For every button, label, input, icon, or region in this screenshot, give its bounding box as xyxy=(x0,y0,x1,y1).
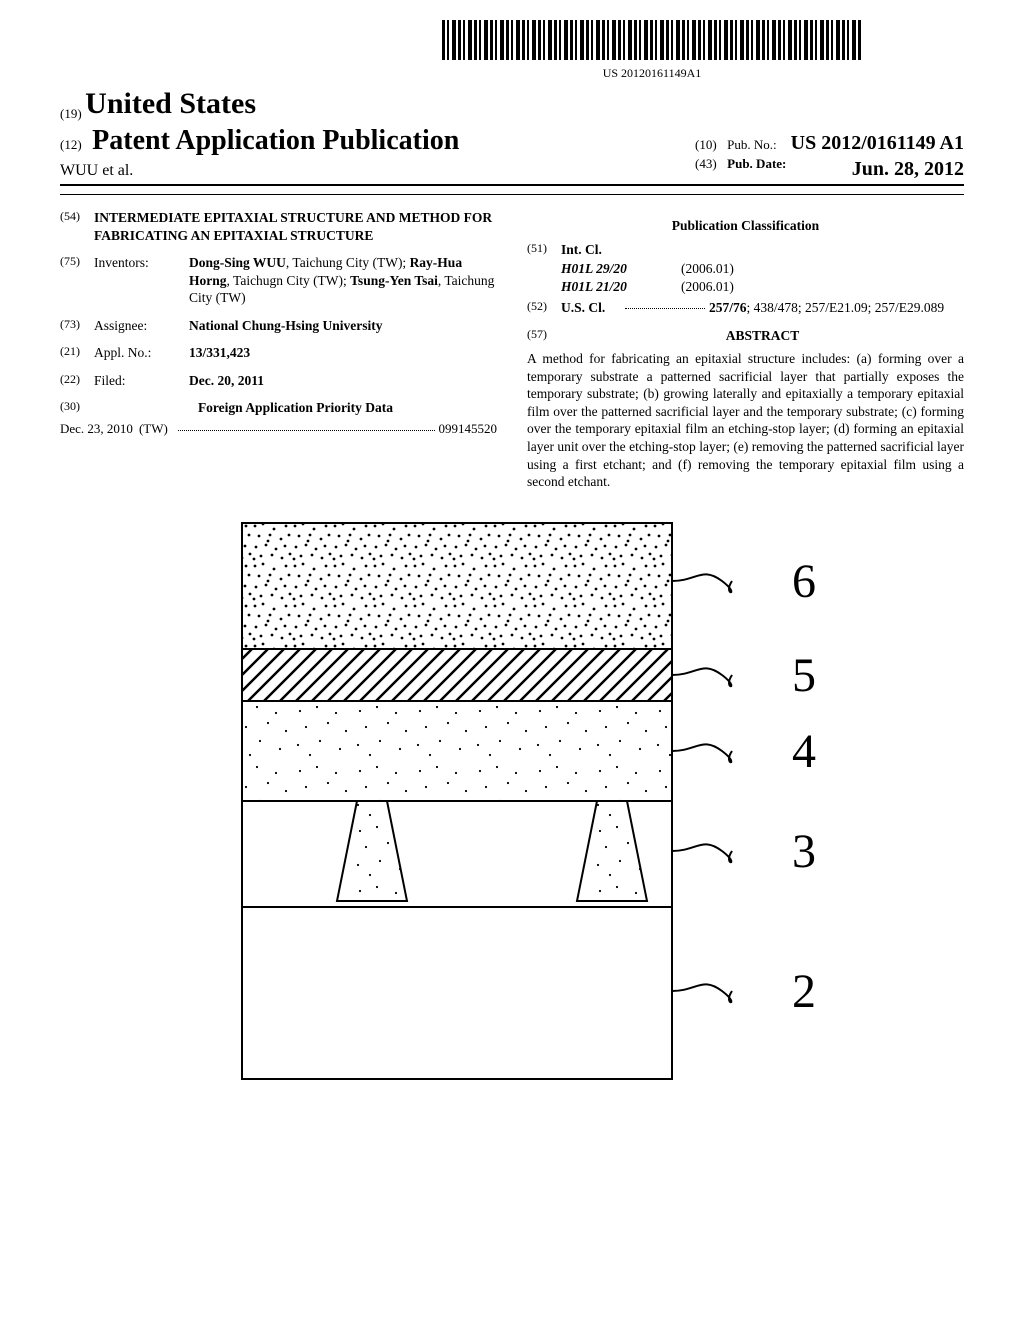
assignee-value: National Chung-Hsing University xyxy=(189,317,497,335)
svg-text:6: 6 xyxy=(792,555,816,608)
country-code: (19) xyxy=(60,106,82,123)
figure-svg: 2 3 4 5 6 xyxy=(172,521,852,1081)
inventors-list: Dong-Sing WUU, Taichung City (TW); Ray-H… xyxy=(189,254,497,307)
inventors-label: Inventors: xyxy=(94,254,189,307)
pubdate-label: Pub. Date: xyxy=(727,156,786,171)
abstract-code: (57) xyxy=(527,327,561,345)
uscl-value: 257/76; 438/478; 257/E21.09; 257/E29.089 xyxy=(709,299,944,317)
filed-value: Dec. 20, 2011 xyxy=(189,372,497,390)
inventors-code: (75) xyxy=(60,254,94,307)
classification-head: Publication Classification xyxy=(527,217,964,235)
pubdate-code: (43) xyxy=(695,156,717,171)
intcl-entry-year: (2006.01) xyxy=(681,278,734,296)
country-header: (19) United States xyxy=(60,84,964,123)
foreign-code: (30) xyxy=(60,399,94,417)
foreign-num: 099145520 xyxy=(439,421,498,438)
authors-line: WUU et al. xyxy=(60,161,459,182)
pub-type: Patent Application Publication xyxy=(92,125,459,156)
uscl-code: (52) xyxy=(527,299,561,317)
svg-text:5: 5 xyxy=(792,649,816,702)
applno-value: 13/331,423 xyxy=(189,344,497,362)
invention-title: INTERMEDIATE EPITAXIAL STRUCTURE AND MET… xyxy=(94,209,497,244)
applno-code: (21) xyxy=(60,344,94,362)
assignee-label: Assignee: xyxy=(94,317,189,335)
foreign-country: (TW) xyxy=(139,421,168,438)
pubno-code: (10) xyxy=(695,137,717,152)
svg-text:4: 4 xyxy=(792,725,816,778)
uscl-label: U.S. Cl. xyxy=(561,299,621,317)
intcl-entry-code: H01L 29/20 xyxy=(561,260,681,278)
pub-type-code: (12) xyxy=(60,137,82,152)
barcode-text: US 20120161149A1 xyxy=(340,66,964,82)
pubno: US 2012/0161149 A1 xyxy=(791,132,964,154)
figure: 2 3 4 5 6 xyxy=(60,521,964,1087)
foreign-date: Dec. 23, 2010 xyxy=(60,421,133,438)
foreign-priority-row: Dec. 23, 2010 (TW) 099145520 xyxy=(60,421,497,438)
intcl-label: Int. Cl. xyxy=(561,241,964,259)
intcl-entry-year: (2006.01) xyxy=(681,260,734,278)
applno-label: Appl. No.: xyxy=(94,344,189,362)
intcl-list: H01L 29/20(2006.01)H01L 21/20(2006.01) xyxy=(527,260,964,295)
svg-text:3: 3 xyxy=(792,825,816,878)
publication-header: (12) Patent Application Publication WUU … xyxy=(60,123,964,186)
assignee-code: (73) xyxy=(60,317,94,335)
barcode-graphic xyxy=(442,20,862,60)
intcl-code: (51) xyxy=(527,241,561,259)
filed-label: Filed: xyxy=(94,372,189,390)
filed-code: (22) xyxy=(60,372,94,390)
pubdate: Jun. 28, 2012 xyxy=(852,156,964,182)
country-name: United States xyxy=(85,84,256,123)
foreign-label: Foreign Application Priority Data xyxy=(94,399,497,417)
intcl-entry-code: H01L 21/20 xyxy=(561,278,681,296)
barcode-block: US 20120161149A1 xyxy=(340,20,964,82)
abstract-text: A method for fabricating an epitaxial st… xyxy=(527,350,964,490)
svg-text:2: 2 xyxy=(792,965,816,1018)
title-code: (54) xyxy=(60,209,94,244)
bibliographic-columns: (54) INTERMEDIATE EPITAXIAL STRUCTURE AN… xyxy=(60,209,964,491)
abstract-label: ABSTRACT xyxy=(561,327,964,345)
pubno-label: Pub. No.: xyxy=(727,137,776,152)
